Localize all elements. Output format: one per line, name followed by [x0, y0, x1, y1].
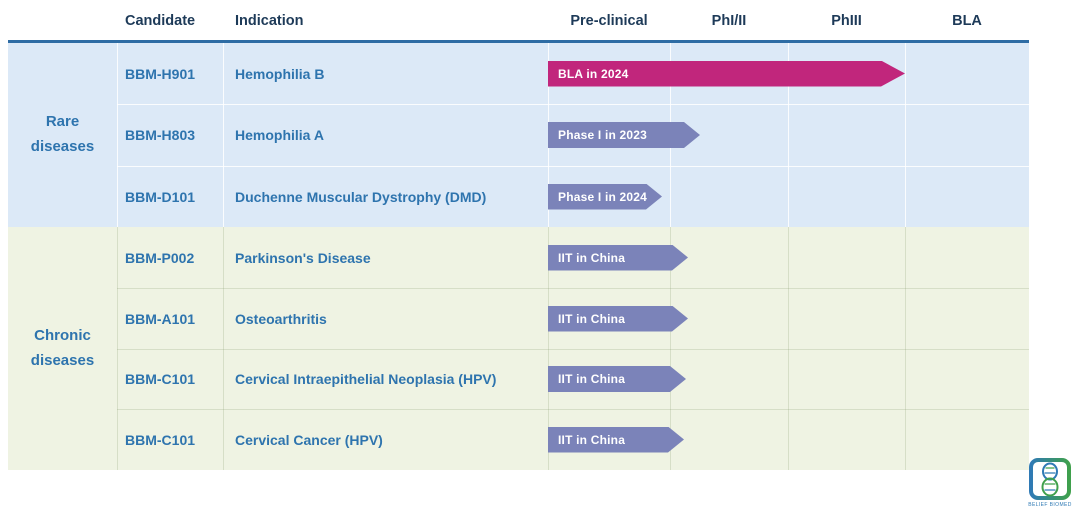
grid-line-horizontal — [117, 349, 1029, 350]
grid-line-vertical — [670, 227, 671, 470]
stage-cell: IIT in China — [548, 409, 1029, 470]
stage-arrow: IIT in China — [548, 427, 684, 453]
candidate-cell: BBM-C101 — [125, 371, 196, 387]
table-row: BBM-A101 Osteoarthritis IIT in China — [8, 288, 1029, 349]
stage-arrow: IIT in China — [548, 306, 688, 332]
grid-line-vertical — [905, 227, 906, 470]
grid-line-vertical — [905, 43, 906, 227]
column-header-ph3: PhIII — [831, 13, 862, 29]
grid-line-horizontal — [117, 104, 1029, 105]
grid-line-horizontal — [117, 409, 1029, 410]
group-label-rare-diseases: Rare diseases — [8, 43, 117, 227]
grid-line-horizontal — [117, 288, 1029, 289]
stage-arrow: BLA in 2024 — [548, 61, 905, 87]
grid-line-horizontal — [117, 166, 1029, 167]
candidate-cell: BBM-P002 — [125, 249, 195, 266]
indication-cell: Osteoarthritis — [235, 310, 327, 327]
column-header-indication: Indication — [235, 13, 304, 29]
table-row: BBM-C101 Cervical Cancer (HPV) IIT in Ch… — [8, 409, 1029, 470]
group-label-line: Chronic — [34, 326, 91, 344]
grid-line-vertical — [548, 227, 549, 470]
group-label-chronic-diseases: Chronic diseases — [8, 227, 117, 470]
candidate-cell: BBM-H901 — [125, 65, 196, 82]
logo-wordmark: BELIEF BIOMED — [1028, 502, 1072, 508]
grid-line-vertical — [788, 43, 789, 227]
candidate-cell: BBM-A101 — [125, 310, 196, 327]
table-row: BBM-C101 Cervical Intraepithelial Neopla… — [8, 349, 1029, 409]
column-header-preclinical: Pre-clinical — [570, 13, 648, 29]
stage-cell: IIT in China — [548, 288, 1029, 349]
table-row: BBM-P002 Parkinson's Disease IIT in Chin… — [8, 227, 1029, 288]
column-header-candidate: Candidate — [125, 13, 196, 29]
grid-line-vertical — [788, 227, 789, 470]
stage-arrow: IIT in China — [548, 245, 688, 271]
indication-cell: Hemophilia B — [235, 65, 325, 82]
stage-cell: Phase I in 2024 — [548, 166, 1029, 227]
indication-cell: Hemophilia A — [235, 127, 324, 143]
grid-line-vertical — [117, 227, 118, 470]
section-chronic-diseases-background — [8, 227, 1029, 470]
group-label-line: diseases — [30, 138, 95, 155]
indication-cell: Cervical Cancer (HPV) — [235, 431, 383, 448]
group-label-line: Rare — [45, 113, 80, 131]
candidate-cell: BBM-D101 — [125, 188, 196, 205]
table-row: BBM-H901 Hemophilia B BLA in 2024 — [8, 43, 1029, 104]
stage-cell: IIT in China — [548, 349, 1029, 409]
stage-arrow: Phase I in 2023 — [548, 122, 700, 148]
column-header-ph1-2: PhI/II — [711, 13, 747, 29]
table-row: BBM-D101 Duchenne Muscular Dystrophy (DM… — [8, 166, 1029, 227]
dna-figure-eight-icon — [1041, 462, 1059, 497]
grid-line-vertical — [223, 43, 224, 227]
stage-cell: BLA in 2024 — [548, 43, 1029, 104]
stage-cell: Phase I in 2023 — [548, 104, 1029, 166]
stage-cell: IIT in China — [548, 227, 1029, 288]
stage-arrow: Phase I in 2024 — [548, 184, 662, 210]
grid-line-vertical — [117, 43, 118, 227]
candidate-cell: BBM-H803 — [125, 127, 196, 143]
stage-arrow: IIT in China — [548, 366, 686, 392]
column-header-bla: BLA — [952, 13, 982, 29]
indication-cell: Parkinson's Disease — [235, 249, 371, 266]
header-divider-rule — [8, 40, 1029, 43]
candidate-cell: BBM-C101 — [125, 431, 196, 448]
indication-cell: Duchenne Muscular Dystrophy (DMD) — [235, 188, 487, 205]
group-label-line: diseases — [30, 351, 95, 369]
grid-line-vertical — [223, 227, 224, 470]
indication-cell: Cervical Intraepithelial Neoplasia (HPV) — [235, 371, 497, 387]
belief-biomed-logo: BELIEF BIOMED — [1028, 458, 1072, 508]
table-row: BBM-H803 Hemophilia A Phase I in 2023 — [8, 104, 1029, 166]
